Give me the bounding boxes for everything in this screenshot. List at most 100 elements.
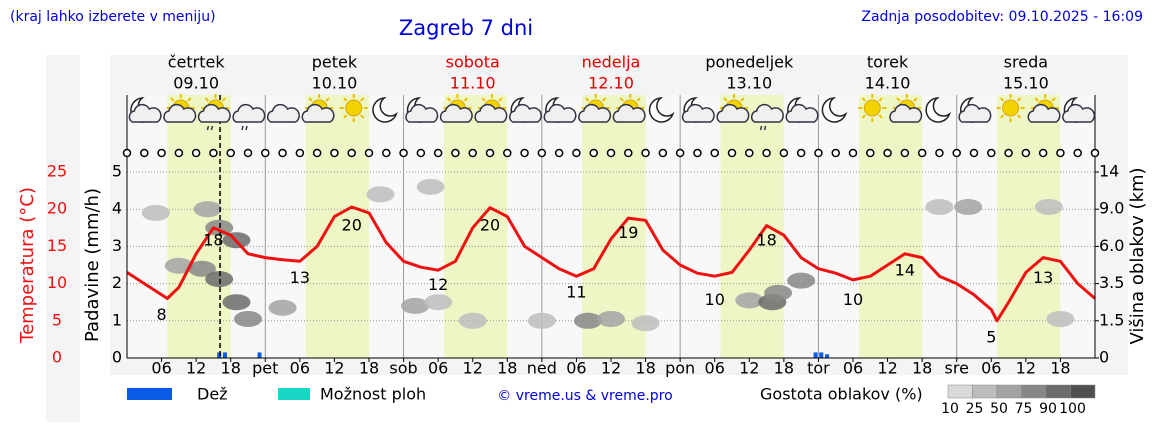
- weather-icon: [1027, 94, 1061, 123]
- credit: © vreme.us & vreme.pro: [497, 388, 672, 404]
- rain-bar: [222, 352, 227, 358]
- x-tick-label: 12: [739, 359, 759, 378]
- cloud-cell: [527, 312, 556, 329]
- y2-tick-label: 3.5: [1099, 273, 1124, 292]
- cloud: [681, 103, 715, 123]
- weather-icon: [751, 103, 784, 131]
- cloud-cell: [234, 310, 262, 327]
- wind-calm: [1004, 148, 1013, 158]
- wind-calm: [537, 148, 547, 158]
- cloud-cell: [764, 284, 793, 301]
- weather-icon: [232, 103, 266, 131]
- x-tick-label: tor: [807, 359, 830, 378]
- weather-icon: [996, 94, 1025, 122]
- sun-ray: [481, 97, 486, 102]
- weather-icon: [612, 94, 646, 123]
- day-date: 11.10: [450, 74, 496, 93]
- y-tick-label: 2: [112, 273, 122, 292]
- moon: [821, 97, 848, 123]
- cloud-cell: [164, 257, 193, 274]
- y-tick-label: 5: [112, 162, 122, 181]
- temp-tick-label: 0: [52, 348, 62, 367]
- temperature-label: 10: [705, 290, 725, 309]
- updated: Zadnja posodobitev: 09.10.2025 - 16:09: [861, 9, 1143, 25]
- sun-ray: [913, 97, 918, 102]
- cloud: [889, 103, 923, 123]
- wind-calm: [503, 148, 512, 158]
- temperature-label: 14: [895, 260, 915, 279]
- wind-calm: [382, 148, 391, 158]
- rain: [206, 125, 214, 131]
- cloud-cell: [631, 315, 660, 332]
- cloud: [197, 103, 231, 123]
- y-axis-label: Padavine (mm/h): [82, 188, 103, 342]
- cloud: [578, 103, 612, 123]
- sun-ray: [585, 97, 590, 102]
- weather-icon: [858, 94, 887, 122]
- cloud-cell: [141, 204, 170, 221]
- cloud-cell: [735, 292, 764, 309]
- temperature-label: 13: [1033, 268, 1053, 287]
- hint: (kraj lahko izberete v meniju): [10, 9, 216, 25]
- density-swatch: [996, 384, 1022, 399]
- wind-calm: [433, 148, 443, 158]
- moon: [925, 97, 951, 123]
- moon: [372, 97, 398, 123]
- cloud-cell: [458, 312, 487, 329]
- x-tick-label: 18: [912, 359, 932, 378]
- wind-calm: [330, 148, 339, 158]
- sun-ray: [861, 114, 866, 119]
- rain-bar: [825, 354, 830, 358]
- x-tick-label: ned: [527, 359, 557, 378]
- daylight-band: [720, 95, 784, 358]
- x-tick-label: 12: [877, 359, 897, 378]
- wind-calm: [295, 148, 305, 158]
- weather-icon: [474, 94, 508, 123]
- wind-calm: [399, 148, 408, 158]
- cloud-cell: [416, 178, 445, 195]
- x-tick-label: sre: [945, 359, 969, 378]
- sun-ray: [204, 97, 210, 102]
- rain-bar: [813, 352, 818, 358]
- wind-calm: [848, 148, 858, 158]
- y2-tick-label: 14: [1099, 162, 1119, 181]
- wind-calm: [606, 148, 616, 158]
- sun: [345, 99, 363, 117]
- sun-ray: [343, 114, 348, 119]
- daylight-band: [305, 95, 369, 358]
- cloud-cell: [787, 272, 816, 289]
- cloud: [1062, 103, 1096, 123]
- day-name: petek: [312, 53, 358, 72]
- wind-calm: [641, 148, 650, 158]
- weather-icon: [543, 97, 577, 123]
- wind-calm: [831, 148, 840, 158]
- weather-icon: [267, 103, 300, 123]
- y2-tick-label: 9.0: [1099, 199, 1124, 218]
- temperature-label: 11: [566, 283, 586, 302]
- sun-ray: [999, 114, 1005, 119]
- sun-ray: [498, 97, 503, 102]
- sun-ray: [878, 97, 883, 102]
- temperature-label: 19: [618, 223, 638, 242]
- wind-calm: [554, 148, 564, 158]
- x-tick-label: 06: [981, 359, 1001, 378]
- x-tick-label: pon: [665, 359, 695, 378]
- temperature-label: 18: [756, 231, 776, 250]
- wind-calm: [658, 148, 668, 158]
- wind-calm: [451, 148, 460, 158]
- sun-ray: [861, 97, 866, 102]
- cloud-cell: [925, 198, 954, 215]
- day-name: nedelja: [582, 53, 641, 72]
- rain-bar: [217, 352, 222, 358]
- sun: [1002, 99, 1020, 117]
- x-tick-label: 12: [1016, 359, 1036, 378]
- day-date: 15.10: [1003, 74, 1049, 93]
- weather-icon: [925, 97, 951, 123]
- x-tick-label: 06: [290, 359, 310, 378]
- wind-calm: [1021, 148, 1031, 158]
- wind-calm: [1056, 148, 1065, 158]
- day-name: ponedeljek: [705, 53, 794, 72]
- moon: [648, 97, 675, 123]
- wind-calm: [900, 148, 910, 158]
- rain: [241, 125, 248, 131]
